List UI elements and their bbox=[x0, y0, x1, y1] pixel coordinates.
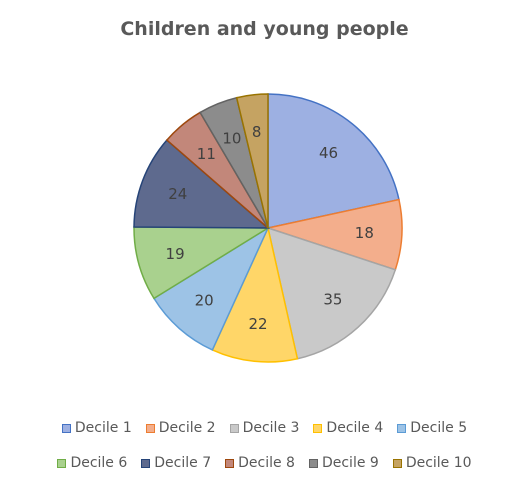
legend-label: Decile 2 bbox=[158, 420, 216, 436]
pie-slice-decile-3 bbox=[266, 226, 397, 360]
legend-swatch bbox=[141, 458, 151, 468]
data-label-decile-2: 18 bbox=[355, 224, 374, 242]
data-label-decile-10: 8 bbox=[252, 123, 262, 141]
data-label-decile-5: 20 bbox=[195, 291, 214, 309]
legend-swatch bbox=[392, 458, 402, 468]
legend-swatch bbox=[397, 423, 407, 433]
legend-label: Decile 9 bbox=[321, 455, 379, 471]
data-label-decile-9: 10 bbox=[222, 130, 241, 148]
legend-item-decile-4: Decile 4 bbox=[313, 420, 383, 436]
legend-label: Decile 1 bbox=[74, 420, 132, 436]
legend-swatch bbox=[57, 458, 67, 468]
pie-slice-decile-5 bbox=[152, 226, 270, 351]
legend-label: Decile 5 bbox=[410, 420, 468, 436]
data-label-decile-4: 22 bbox=[249, 315, 268, 333]
pie-slice-decile-4 bbox=[211, 225, 299, 363]
legend-item-decile-2: Decile 2 bbox=[145, 420, 216, 436]
legend-row-1: Decile 1 Decile 2 Decile 3 Decile 4 Decile 5 bbox=[0, 420, 529, 436]
legend-item-decile-3: Decile 3 bbox=[229, 420, 300, 436]
legend-label: Decile 8 bbox=[238, 455, 295, 471]
legend-item-decile-1: Decile 1 bbox=[61, 420, 132, 436]
legend-label: Decile 4 bbox=[326, 420, 384, 436]
chart-title: Children and young people bbox=[120, 18, 409, 40]
legend-swatch bbox=[229, 423, 239, 433]
pie-slice-decile-10 bbox=[235, 93, 269, 229]
legend-item-decile-8: Decile 8 bbox=[225, 455, 295, 471]
data-label-decile-3: 35 bbox=[323, 290, 342, 308]
legend-row-2: Decile 6 Decile 7 Decile 8 Decile 9 Decile 1… bbox=[0, 455, 529, 471]
data-label-decile-7: 24 bbox=[168, 185, 187, 203]
pie-slice-decile-7 bbox=[133, 139, 271, 229]
legend-item-decile-9: Decile 9 bbox=[308, 455, 379, 471]
pie-slice-decile-1 bbox=[267, 93, 400, 229]
legend-swatch bbox=[313, 423, 323, 433]
legend-label: Decile 6 bbox=[70, 455, 128, 471]
legend-label: Decile 10 bbox=[405, 455, 472, 471]
legend-swatch bbox=[145, 423, 155, 433]
legend-item-decile-5: Decile 5 bbox=[397, 420, 467, 436]
data-label-decile-8: 11 bbox=[197, 145, 216, 163]
legend-item-decile-10: Decile 10 bbox=[392, 455, 472, 471]
legend-item-decile-6: Decile 6 bbox=[57, 455, 127, 471]
legend-swatch bbox=[61, 423, 71, 433]
legend-label: Decile 7 bbox=[154, 455, 212, 471]
legend-item-decile-7: Decile 7 bbox=[141, 455, 211, 471]
legend-swatch bbox=[225, 458, 235, 468]
legend-label: Decile 3 bbox=[242, 420, 300, 436]
data-label-decile-6: 19 bbox=[166, 245, 185, 263]
pie-plot-area: 46 18 35 22 20 19 24 11 10 8 bbox=[133, 93, 403, 363]
data-label-decile-1: 46 bbox=[319, 144, 338, 162]
legend-swatch bbox=[308, 458, 318, 468]
